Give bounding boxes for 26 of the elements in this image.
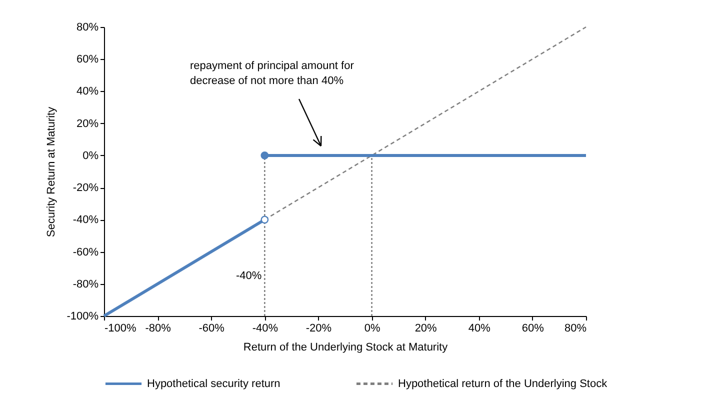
x-tick-label: 0% — [364, 322, 380, 334]
y-tick-label: -20% — [72, 182, 99, 194]
legend-label: Hypothetical security return — [147, 378, 280, 390]
x-tick-label: -60% — [198, 322, 225, 334]
y-tick-label: -100% — [66, 310, 99, 322]
x-tick-label: -80% — [145, 322, 172, 334]
x-tick-label: 20% — [414, 322, 438, 334]
x-tick-label: -20% — [306, 322, 332, 334]
x-tick-label: -40% — [252, 322, 278, 334]
annotation: -40% — [236, 270, 262, 282]
y-tick-label: 0% — [82, 150, 99, 162]
x-tick-label: 40% — [468, 322, 491, 334]
x-tick-label: 60% — [522, 322, 544, 334]
x-tick-label: 80% — [564, 322, 587, 334]
y-tick-label: -60% — [72, 246, 99, 258]
y-tick-label: 40% — [76, 86, 99, 98]
x-tick-label: -100% — [104, 322, 137, 334]
annotation: repayment of principal amount for decrease of not more than 40% — [190, 60, 354, 87]
y-tick-label: 20% — [76, 118, 99, 130]
y-tick-label: -40% — [72, 214, 99, 226]
y-tick-label: 80% — [76, 22, 99, 34]
y-axis-title: Security Return at Maturity — [46, 106, 58, 238]
y-tick-label: -80% — [72, 278, 99, 290]
y-tick-label: 60% — [76, 54, 99, 66]
legend-label: Hypothetical return of the Underlying Stock — [398, 378, 608, 390]
x-axis-title: Return of the Underlying Stock at Maturity — [243, 342, 448, 354]
